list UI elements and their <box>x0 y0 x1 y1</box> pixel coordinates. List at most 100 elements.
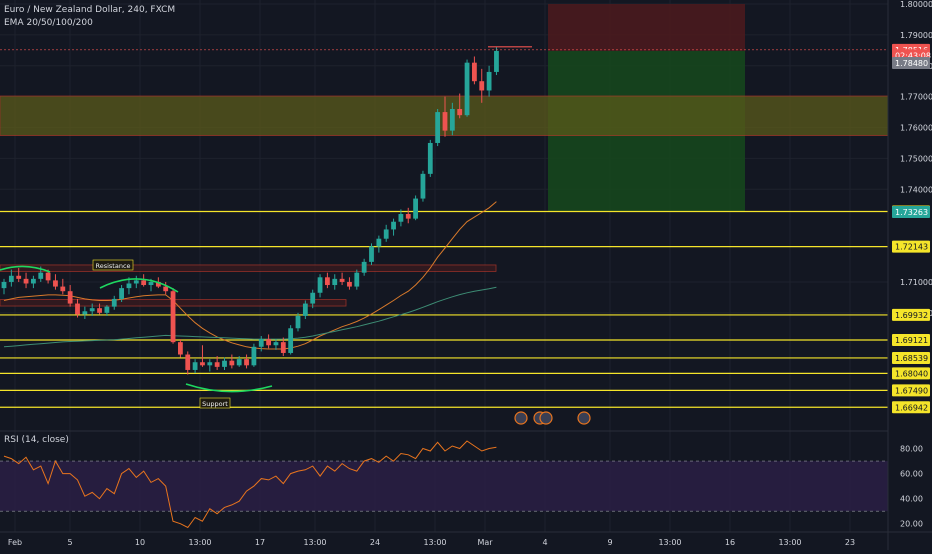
ema-legend[interactable]: EMA 20/50/100/200 <box>4 18 93 28</box>
level-badge-text-5: 1.68040 <box>895 369 928 378</box>
level-badge-text-1: 1.72143 <box>895 243 928 252</box>
candle-body-20 <box>149 282 154 285</box>
level-badge-text-2: 1.69932 <box>895 311 928 320</box>
candle-body-8 <box>60 287 65 292</box>
candle-body-33 <box>244 359 249 365</box>
level-badge-text-6: 1.67490 <box>895 386 928 395</box>
candle-body-49 <box>362 262 367 273</box>
time-tick-10: 9 <box>607 538 612 547</box>
candle-body-51 <box>376 239 381 247</box>
candle-body-30 <box>222 361 227 367</box>
candle-body-44 <box>325 277 330 285</box>
candle-body-38 <box>281 342 286 353</box>
candle-body-61 <box>450 109 455 131</box>
price-tick-4: 1.76000 <box>900 124 932 133</box>
support-label[interactable]: Support <box>200 398 230 408</box>
candle-body-0 <box>2 282 7 288</box>
time-tick-9: 4 <box>542 538 547 547</box>
price-tick-5: 1.75000 <box>900 154 932 163</box>
candle-body-1 <box>9 276 14 282</box>
candle-body-5 <box>38 273 43 279</box>
time-tick-1: 5 <box>67 538 72 547</box>
price-badge-text-3: 1.73263 <box>895 208 928 217</box>
candle-body-63 <box>465 63 470 115</box>
candle-body-64 <box>472 63 477 82</box>
candle-body-53 <box>391 222 396 230</box>
level-badge-text-3: 1.69121 <box>895 336 928 345</box>
time-tick-2: 10 <box>135 538 145 547</box>
candle-body-7 <box>53 280 58 286</box>
time-tick-0: Feb <box>8 538 22 547</box>
candle-body-36 <box>266 339 271 345</box>
candle-body-4 <box>31 279 36 284</box>
rsi-legend[interactable]: RSI (14, close) <box>4 435 69 445</box>
candle-body-23 <box>171 291 176 342</box>
time-tick-7: 13:00 <box>423 538 446 547</box>
level-badge-text-7: 1.66942 <box>895 403 928 412</box>
candle-body-31 <box>229 361 234 366</box>
time-tick-13: 13:00 <box>778 538 801 547</box>
candle-body-10 <box>75 304 80 315</box>
candle-body-34 <box>252 347 257 366</box>
rsi-tick-0: 80.00 <box>900 445 923 454</box>
candle-body-67 <box>494 51 499 72</box>
candle-body-48 <box>354 273 359 287</box>
candle-body-3 <box>24 279 29 284</box>
price-tick-6: 1.74000 <box>900 185 932 194</box>
candle-body-60 <box>443 112 448 131</box>
candle-body-14 <box>105 307 110 313</box>
time-axis[interactable]: Feb 5 10 13:00 17 13:00 24 13:00 Mar 4 9 13:00 16 13:… <box>8 538 855 547</box>
candle-body-39 <box>288 328 293 353</box>
candle-body-66 <box>487 72 492 91</box>
candle-body-50 <box>369 246 374 261</box>
candle-body-56 <box>413 199 418 219</box>
time-tick-3: 13:00 <box>188 538 211 547</box>
price-tick-3: 1.77000 <box>900 93 932 102</box>
candle-body-16 <box>119 288 124 299</box>
candle-body-25 <box>185 355 190 370</box>
candle-body-28 <box>207 362 212 365</box>
candle-body-65 <box>479 81 484 90</box>
support-label-text: Support <box>202 400 228 408</box>
resistance-label-text: Resistance <box>95 262 130 270</box>
candle-body-11 <box>82 311 87 314</box>
candle-body-54 <box>399 214 404 222</box>
candle-body-45 <box>332 279 337 285</box>
candle-body-17 <box>127 283 132 288</box>
candle-body-41 <box>303 304 308 316</box>
candle-body-32 <box>237 359 242 365</box>
time-tick-12: 16 <box>725 538 735 547</box>
candle-body-42 <box>310 293 315 304</box>
time-tick-11: 13:00 <box>658 538 681 547</box>
candle-body-22 <box>163 287 168 292</box>
symbol-legend[interactable]: Euro / New Zealand Dollar, 240, FXCM <box>4 5 175 15</box>
candle-body-59 <box>435 112 440 143</box>
time-tick-14: 23 <box>845 538 855 547</box>
candle-body-15 <box>112 299 117 307</box>
level-badge-text-4: 1.68539 <box>895 354 928 363</box>
time-tick-6: 24 <box>370 538 380 547</box>
rsi-tick-2: 40.00 <box>900 495 923 504</box>
rsi-tick-1: 60.00 <box>900 470 923 479</box>
rsi-band <box>0 461 888 511</box>
price-tick-0: 1.80000 <box>900 0 932 9</box>
price-badge-text-2: 1.78480 <box>895 59 928 68</box>
rsi-tick-3: 20.00 <box>900 520 923 529</box>
candle-body-29 <box>215 362 220 367</box>
time-tick-8: Mar <box>477 538 493 547</box>
price-tick-7: 1.71000 <box>900 278 932 287</box>
resistance-label[interactable]: Resistance <box>93 260 133 270</box>
candle-body-58 <box>428 143 433 174</box>
event-marker-4[interactable] <box>578 412 590 424</box>
event-marker-1[interactable] <box>515 412 527 424</box>
candle-body-2 <box>16 276 21 279</box>
candle-body-43 <box>318 277 323 292</box>
event-marker-3[interactable] <box>540 412 552 424</box>
stop-loss-zone[interactable] <box>548 4 745 51</box>
candle-body-57 <box>421 174 426 199</box>
candle-body-19 <box>141 280 146 285</box>
candle-body-9 <box>68 291 73 303</box>
price-tick-1: 1.79000 <box>900 31 932 40</box>
